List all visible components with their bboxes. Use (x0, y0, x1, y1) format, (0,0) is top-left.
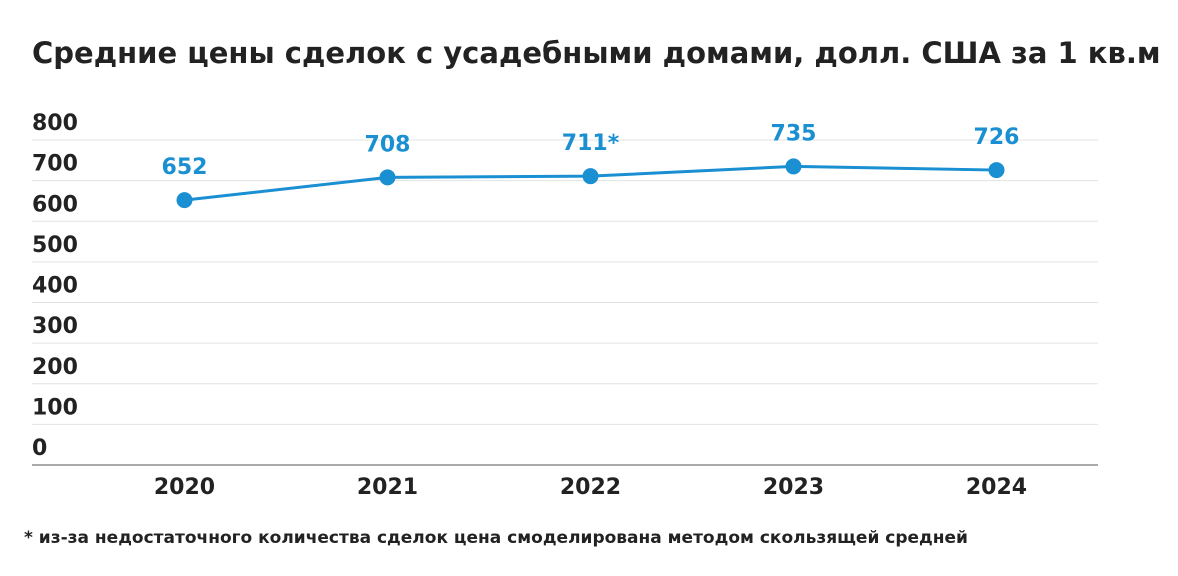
x-tick-label: 2022 (560, 475, 621, 500)
value-label: 711* (562, 131, 620, 156)
y-tick-label: 100 (32, 395, 78, 420)
y-tick-label: 500 (32, 233, 78, 258)
point (176, 192, 193, 209)
value-label: 735 (771, 121, 817, 146)
y-tick-label: 300 (32, 314, 78, 339)
y-tick-label: 400 (32, 274, 78, 299)
x-tick-label: 2024 (966, 475, 1027, 500)
point (988, 162, 1005, 179)
y-tick-label: 600 (32, 192, 78, 217)
value-label: 726 (974, 125, 1020, 150)
point (785, 158, 802, 175)
value-label: 652 (162, 155, 208, 180)
y-tick-label: 0 (32, 436, 47, 461)
chart-title: Средние цены сделок с усадебными домами,… (32, 36, 1161, 70)
value-label: 708 (365, 132, 411, 157)
point (379, 169, 396, 186)
x-tick-label: 2020 (154, 475, 215, 500)
footnote: * из-за недостаточного количества сделок… (24, 528, 968, 548)
y-tick-label: 200 (32, 355, 78, 380)
point (582, 168, 599, 185)
x-tick-label: 2023 (763, 475, 824, 500)
x-tick-label: 2021 (357, 475, 418, 500)
y-tick-label: 800 (32, 111, 78, 136)
y-tick-label: 700 (32, 152, 78, 177)
